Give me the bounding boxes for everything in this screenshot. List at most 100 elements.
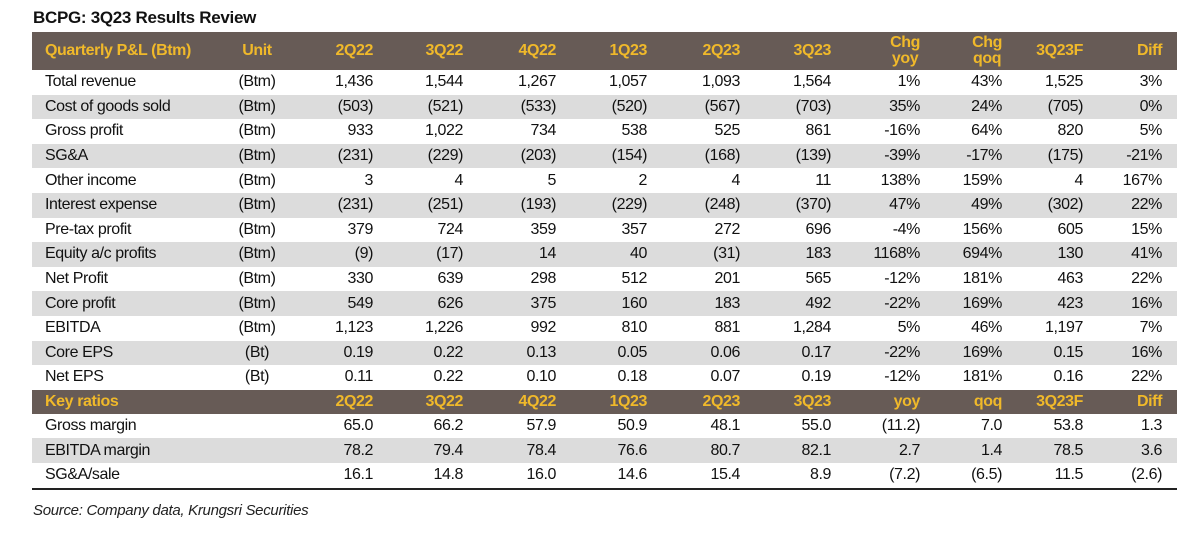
cell-value: (251) <box>373 192 463 218</box>
cell-value: 76.6 <box>556 438 647 463</box>
cell-value: (193) <box>463 192 556 218</box>
cell-value: 22% <box>1083 192 1177 218</box>
cell-value: 0.13 <box>463 340 556 366</box>
table-row: Net EPS (Bt) 0.11 0.22 0.10 0.18 0.07 0.19 -12% 1… <box>32 365 1177 390</box>
ratio-header-row: Key ratios 2Q22 3Q22 4Q22 1Q23 2Q23 3Q23… <box>32 389 1177 414</box>
cell-value: 565 <box>805 270 832 288</box>
cell-value: 16.0 <box>463 462 556 490</box>
header-diff: Diff <box>1083 32 1177 70</box>
cell-value: (533) <box>463 94 556 120</box>
cell-value: 810 <box>621 319 648 337</box>
cell-value: 14.8 <box>373 462 463 490</box>
cell-value: 463 <box>1057 270 1084 288</box>
header-chg-qoq-line2: qoq <box>972 50 1002 67</box>
cell-value: 298 <box>530 270 557 288</box>
cell-value: 156% <box>962 220 1003 238</box>
row-label: Gross profit <box>45 122 123 140</box>
cell-value: 183 <box>647 291 740 316</box>
cell-value: 694% <box>920 242 1002 267</box>
table-row: Gross profit (Btm) 933 1,022 734 538 525 861 -16… <box>32 119 1177 144</box>
header-col: 3Q22 <box>373 32 463 70</box>
cell-value: 11 <box>815 171 831 189</box>
cell-value: 167% <box>1122 171 1163 189</box>
cell-value: 538 <box>621 122 648 140</box>
cell-value: 1,564 <box>792 73 831 91</box>
header-chg-yoy: Chg yoy <box>831 32 920 70</box>
cell-value: (231) <box>292 143 373 169</box>
row-unit: (Btm) <box>238 122 276 140</box>
cell-value: 375 <box>463 291 556 316</box>
cell-value: 48.1 <box>710 417 740 435</box>
cell-value: 1,197 <box>1044 319 1083 337</box>
results-table: Quarterly P&L (Btm) Unit 2Q22 3Q22 4Q22 … <box>32 32 1177 490</box>
ratio-header-col: 3Q23F <box>1002 389 1083 414</box>
cell-value: 379 <box>347 220 374 238</box>
cell-value: (229) <box>373 143 463 169</box>
cell-value: 1,267 <box>517 73 556 91</box>
cell-value: (703) <box>740 94 831 120</box>
cell-value: 7.0 <box>980 417 1002 435</box>
cell-value: 734 <box>530 122 557 140</box>
cell-value: (154) <box>556 143 647 169</box>
table-row: Pre-tax profit (Btm) 379 724 359 357 272 696 -4%… <box>32 218 1177 243</box>
cell-value: 5% <box>1139 122 1163 140</box>
table-row: Cost of goods sold (Btm) (503) (521) (533) (5… <box>32 94 1177 120</box>
cell-value: 22% <box>1131 270 1162 288</box>
cell-value: 78.4 <box>463 438 556 463</box>
row-unit <box>222 414 292 439</box>
row-label: Pre-tax profit <box>45 220 131 238</box>
cell-value: 1.4 <box>920 438 1002 463</box>
cell-value: 65.0 <box>343 417 373 435</box>
cell-value: 201 <box>714 270 741 288</box>
ratio-header-col: Diff <box>1083 389 1177 414</box>
row-label: Other income <box>45 171 137 189</box>
cell-value: 130 <box>1002 242 1083 267</box>
cell-value: 0.05 <box>556 340 647 366</box>
row-label: Net EPS <box>45 368 104 386</box>
cell-value: 43% <box>971 73 1002 91</box>
cell-value: 1.3 <box>1140 417 1162 435</box>
cell-value: 0.15 <box>1002 340 1083 366</box>
header-chg-yoy-line2: yoy <box>891 50 919 67</box>
header-col: 2Q22 <box>292 32 373 70</box>
header-chg-qoq-line1: Chg <box>972 34 1002 51</box>
table-row: SG&A/sale 16.1 14.8 16.0 14.6 15.4 8.9 (7.2) (6.… <box>32 462 1177 490</box>
cell-value: 549 <box>292 291 373 316</box>
cell-value: 605 <box>1057 220 1084 238</box>
cell-value: 35% <box>831 94 920 120</box>
cell-value: 0.10 <box>526 368 556 386</box>
cell-value: 0.22 <box>373 340 463 366</box>
row-label: EBITDA margin <box>32 438 222 463</box>
row-label: Total revenue <box>45 73 136 91</box>
cell-value: (175) <box>1002 143 1083 169</box>
cell-value: 4 <box>1074 171 1084 189</box>
cell-value: 2 <box>638 171 648 189</box>
cell-value: 50.9 <box>617 417 647 435</box>
table-row: Core profit (Btm) 549 626 375 160 183 492 -22% 16… <box>32 291 1177 316</box>
row-unit: (Btm) <box>238 319 276 337</box>
cell-value: 40 <box>556 242 647 267</box>
cell-value: 1,525 <box>1044 73 1083 91</box>
cell-value: -12% <box>884 270 920 288</box>
cell-value: 1168% <box>831 242 920 267</box>
cell-value: 0% <box>1083 94 1177 120</box>
cell-value: (203) <box>463 143 556 169</box>
cell-value: (7.2) <box>831 462 920 490</box>
cell-value: -22% <box>831 340 920 366</box>
ratio-header-unit <box>222 389 292 414</box>
cell-value: 80.7 <box>647 438 740 463</box>
cell-value: 0.16 <box>1053 368 1083 386</box>
cell-value: 3 <box>364 171 374 189</box>
table-row: SG&A (Btm) (231) (229) (203) (154) (168) (139) -… <box>32 143 1177 169</box>
cell-value: -39% <box>831 143 920 169</box>
table-row: Equity a/c profits (Btm) (9) (17) 14 40 (31) 18… <box>32 242 1177 267</box>
row-unit: (Btm) <box>238 220 276 238</box>
table-row: EBITDA (Btm) 1,123 1,226 992 810 881 1,284 5% 46%… <box>32 316 1177 341</box>
header-chg-qoq: Chg qoq <box>920 32 1002 70</box>
cell-value: -12% <box>884 368 920 386</box>
cell-value: -16% <box>884 122 920 140</box>
cell-value: (9) <box>292 242 373 267</box>
cell-value: 24% <box>920 94 1002 120</box>
table-row: Net Profit (Btm) 330 639 298 512 201 565 -12% 181… <box>32 267 1177 292</box>
cell-value: (139) <box>740 143 831 169</box>
